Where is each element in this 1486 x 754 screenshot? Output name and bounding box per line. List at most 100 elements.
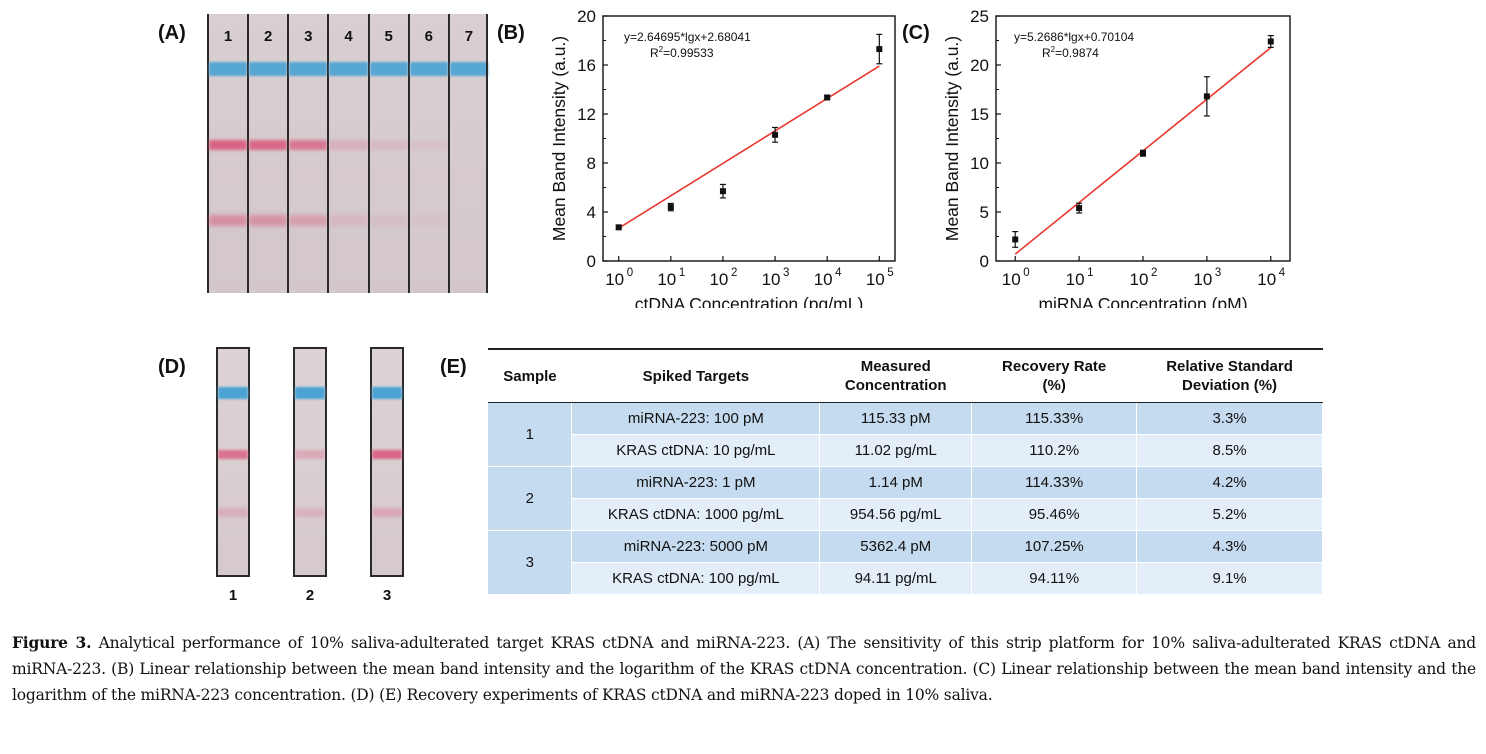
fit-equation: y=5.2686*lgx+0.70104 — [1014, 30, 1134, 44]
fit-equation: y=2.64695*lgx+2.68041 — [624, 30, 751, 44]
measured-cell: 1.14 pM — [819, 466, 973, 499]
test-line — [209, 140, 248, 150]
data-point — [719, 188, 726, 195]
target-cell: miRNA-223: 1 pM — [571, 466, 821, 499]
test-line-2 — [409, 215, 448, 226]
measured-cell: 954.56 pg/mL — [819, 498, 973, 531]
data-point — [1012, 236, 1019, 243]
x-tick-exponent: 1 — [679, 267, 685, 279]
y-tick-label: 0 — [980, 252, 989, 271]
y-tick-label: 20 — [577, 8, 596, 26]
test-line-2 — [369, 215, 408, 226]
x-tick-exponent: 0 — [627, 267, 633, 279]
caption-text: Analytical performance of 10% saliva-adu… — [12, 634, 1477, 704]
lane-number: 7 — [464, 28, 474, 45]
control-line — [372, 387, 402, 399]
recovery-table: Sample Spiked Targets Measured Concentrat… — [488, 348, 1323, 595]
x-tick-exponent: 2 — [731, 267, 737, 279]
x-tick-exponent: 2 — [1151, 267, 1157, 279]
strip-number: 3 — [382, 587, 392, 604]
test-line — [409, 140, 448, 150]
control-line — [329, 62, 368, 76]
test-line-2 — [209, 215, 248, 226]
table-row: KRAS ctDNA: 10 pg/mL 11.02 pg/mL 110.2% … — [488, 434, 1323, 467]
table-row: 1 miRNA-223: 100 pM 115.33 pM 115.33% 3.… — [488, 402, 1323, 467]
lane-number: 5 — [384, 28, 393, 45]
plot-frame — [995, 15, 1291, 262]
r-squared-sup: 2 — [659, 45, 664, 54]
strip-lane: 7 — [447, 14, 488, 293]
target-cell: KRAS ctDNA: 1000 pg/mL — [571, 498, 821, 531]
measured-cell: 94.11 pg/mL — [819, 562, 973, 595]
strip-number: 2 — [305, 587, 315, 604]
r-squared-sup: 2 — [1051, 45, 1056, 54]
control-line — [449, 62, 488, 76]
x-tick-exponent: 5 — [887, 267, 893, 279]
plot-frame — [602, 15, 896, 262]
x-tick-exponent: 3 — [1215, 267, 1221, 279]
measured-cell: 11.02 pg/mL — [819, 434, 973, 467]
control-line — [249, 62, 288, 76]
x-tick-label: 10 — [1130, 270, 1149, 289]
strip-lane: 2 — [247, 14, 288, 293]
header-spiked-targets: Spiked Targets — [571, 348, 820, 403]
test-line — [372, 450, 402, 459]
strip-lane: 1 — [207, 14, 248, 293]
strip-lane: 5 — [367, 14, 408, 293]
data-point — [1203, 93, 1210, 100]
x-tick-label: 10 — [1193, 270, 1212, 289]
test-line — [218, 450, 248, 459]
x-tick-label: 10 — [1002, 270, 1021, 289]
data-point — [824, 94, 831, 101]
x-tick-label: 10 — [814, 270, 833, 289]
strip-number: 1 — [228, 587, 238, 604]
fit-line — [618, 65, 880, 229]
y-tick-label: 25 — [970, 8, 989, 26]
figure-caption: Figure 3. Analytical performance of 10% … — [12, 630, 1476, 708]
table-row: KRAS ctDNA: 100 pg/mL 94.11 pg/mL 94.11%… — [488, 562, 1323, 595]
data-point — [772, 131, 779, 138]
x-tick-exponent: 3 — [783, 267, 789, 279]
test-line-2 — [329, 215, 368, 226]
lane-number: 3 — [304, 28, 313, 45]
lane-number: 6 — [424, 28, 433, 45]
data-point — [667, 204, 674, 211]
panel-label-e: (E) — [440, 356, 467, 378]
strip-edge — [486, 14, 488, 293]
x-tick-label: 10 — [1066, 270, 1085, 289]
test-line — [249, 140, 288, 150]
panel-label-c: (C) — [902, 22, 930, 44]
recovery-cell: 95.46% — [971, 498, 1138, 531]
sample-cell: 3 — [488, 530, 573, 595]
y-tick-label: 0 — [587, 252, 596, 271]
test-line — [369, 140, 408, 150]
control-line — [209, 62, 248, 76]
target-cell: KRAS ctDNA: 100 pg/mL — [571, 562, 821, 595]
rsd-cell: 4.2% — [1136, 466, 1323, 499]
y-tick-label: 16 — [577, 56, 596, 75]
x-tick-exponent: 0 — [1023, 267, 1029, 279]
lane-number: 4 — [344, 28, 353, 45]
recovery-strip — [216, 347, 250, 577]
table-row: 2 miRNA-223: 1 pM 1.14 pM 114.33% 4.2% — [488, 466, 1323, 531]
test-line-2 — [218, 508, 248, 517]
y-axis-label: Mean Band Intensity (a.u.) — [942, 36, 962, 241]
control-line — [289, 62, 328, 76]
x-tick-label: 10 — [866, 270, 885, 289]
y-tick-label: 5 — [980, 203, 989, 222]
recovery-cell: 94.11% — [971, 562, 1138, 595]
test-line — [295, 450, 325, 459]
test-line — [329, 140, 368, 150]
header-rsd: Relative Standard Deviation (%) — [1136, 348, 1323, 403]
data-point — [1140, 150, 1146, 157]
strip-photo-a: 1 2 3 4 5 6 7 — [207, 14, 488, 293]
header-measured-concentration: Measured Concentration — [819, 348, 972, 403]
x-tick-label: 10 — [657, 270, 676, 289]
x-tick-label: 10 — [1257, 270, 1276, 289]
table-header-row: Sample Spiked Targets Measured Concentrat… — [488, 348, 1323, 403]
x-tick-label: 10 — [762, 270, 781, 289]
measured-cell: 5362.4 pM — [819, 530, 973, 563]
y-tick-label: 4 — [587, 203, 596, 222]
test-line — [289, 140, 328, 150]
y-tick-label: 20 — [970, 56, 989, 75]
